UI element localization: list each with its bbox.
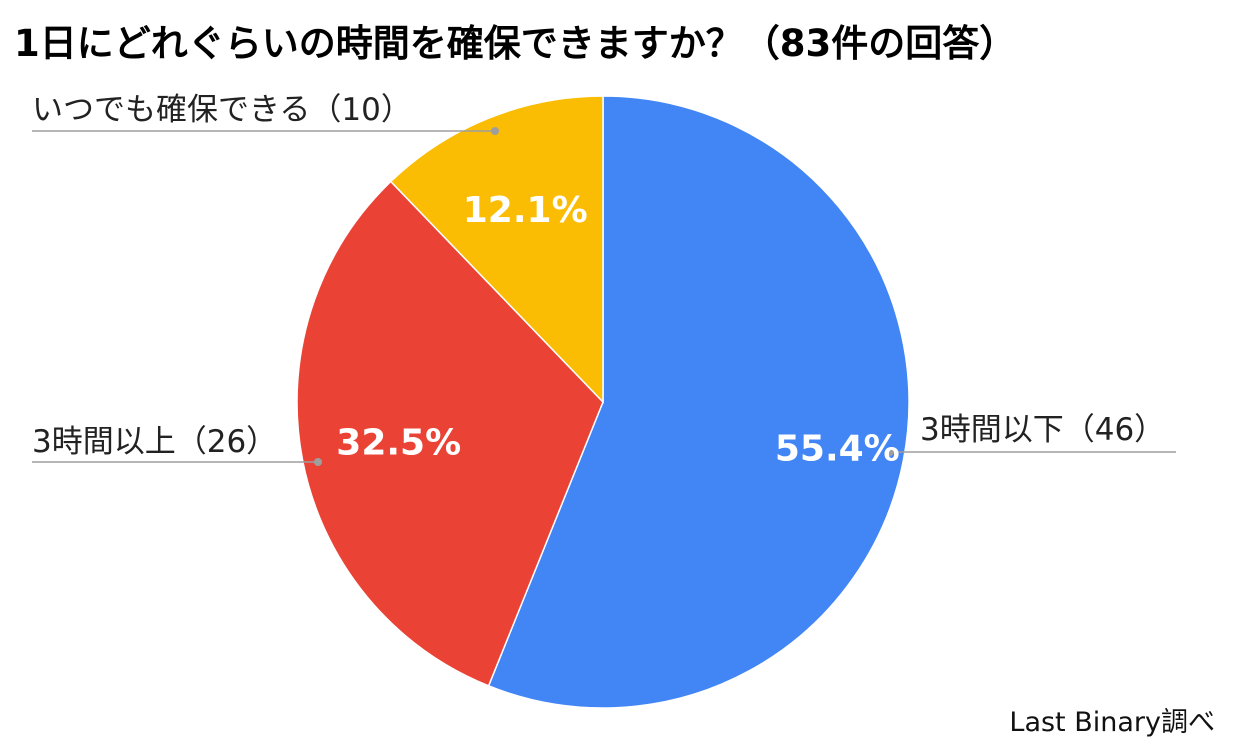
- pie-slice: [296, 180, 604, 687]
- callout-dot: [886, 448, 894, 456]
- slice-percent-label: 32.5%: [336, 423, 461, 464]
- source-note: Last Binary調べ: [1009, 707, 1215, 738]
- callout-dot: [491, 127, 499, 135]
- slice-percent-label: 55.4%: [775, 428, 900, 469]
- pie-slice: [389, 95, 604, 404]
- slice-label: 3時間以上（26）: [32, 424, 277, 460]
- chart-title: 1日にどれぐらいの時間を確保できますか？（83件の回答）: [14, 22, 1016, 65]
- pie-slice: [487, 95, 910, 709]
- slice-callouts: 3時間以下（46） 3時間以上（26） いつでも確保できる（10）: [32, 92, 1176, 466]
- pie-slices: [296, 95, 910, 709]
- slice-percent-labels: 55.4% 32.5% 12.1%: [336, 190, 899, 469]
- slice-percent-label: 12.1%: [463, 190, 588, 231]
- slice-label: 3時間以下（46）: [920, 412, 1165, 448]
- slice-label: いつでも確保できる（10）: [32, 92, 412, 128]
- callout-dot: [314, 458, 322, 466]
